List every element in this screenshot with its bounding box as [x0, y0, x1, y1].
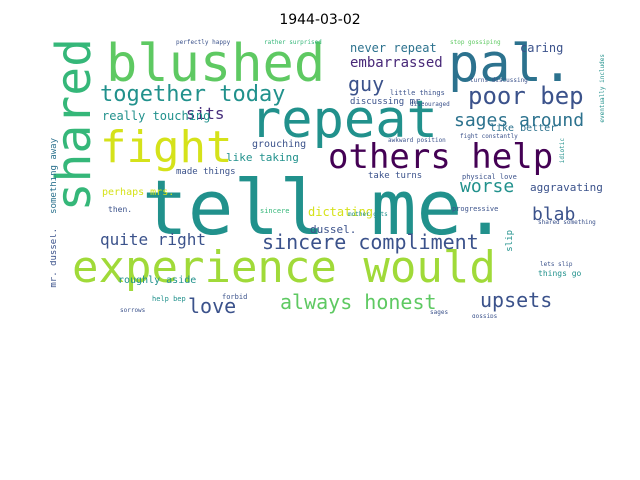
cloud-word: sincere	[260, 207, 290, 215]
cloud-word: perhaps mrs.	[102, 187, 175, 198]
cloud-word: love	[188, 294, 237, 318]
cloud-word: eventually includes	[599, 54, 606, 123]
cloud-word: never repeat	[350, 41, 437, 55]
cloud-word: mr. dussel.	[50, 228, 59, 288]
cloud-word: tell me.	[142, 163, 509, 252]
chart-title: 1944-03-02	[279, 12, 361, 28]
cloud-word: take turns	[368, 171, 423, 181]
cloud-word: awkward position	[388, 137, 446, 144]
word-cloud: tell me. experience would blushed repeat pal…	[50, 38, 610, 318]
cloud-word: shared something	[538, 219, 596, 226]
cloud-word: dictating	[308, 205, 374, 219]
cloud-word: perfectly happy	[176, 39, 231, 46]
cloud-word: embarrassed	[350, 55, 443, 71]
cloud-word: idiotic	[559, 138, 566, 164]
cloud-word: guy	[348, 72, 385, 96]
cloud-word: lets slip	[540, 261, 573, 268]
cloud-word: sages around	[454, 110, 585, 131]
cloud-word: sits	[186, 104, 225, 123]
cloud-word: help bep	[152, 295, 186, 303]
cloud-word: gossips	[472, 313, 498, 319]
cloud-word: grouching	[252, 139, 307, 150]
cloud-word: caring	[520, 41, 564, 55]
cloud-word: sincere compliment	[262, 230, 479, 254]
cloud-word: physical love	[462, 173, 517, 181]
cloud-word: quite right	[100, 230, 206, 249]
cloud-word: things go	[538, 269, 582, 278]
cloud-word: others help	[328, 137, 554, 177]
cloud-word: little things	[390, 89, 445, 97]
cloud-word: roughly aside	[118, 275, 197, 286]
cloud-word: something away	[50, 138, 59, 214]
cloud-word: sages	[430, 309, 449, 316]
cloud-word: like taking	[226, 151, 299, 164]
cloud-word: dussel.	[310, 223, 357, 236]
cloud-word: upsets	[480, 288, 553, 312]
cloud-word: fight	[100, 122, 233, 173]
cloud-word: discouraged	[410, 101, 450, 108]
cloud-word: blab	[532, 204, 576, 225]
cloud-word: worse	[460, 176, 515, 197]
cloud-word: then.	[108, 205, 133, 214]
cloud-word: sorrows	[120, 307, 146, 314]
cloud-word: repeat	[250, 90, 438, 150]
cloud-word: rather surprised	[264, 39, 322, 46]
cloud-word: forbid	[222, 293, 248, 301]
cloud-word: experience would	[72, 242, 496, 293]
cloud-word: aggravating	[530, 181, 603, 194]
cloud-word: fight constantly	[460, 133, 518, 140]
cloud-word: always honest	[280, 290, 437, 314]
cloud-word: made things	[176, 167, 236, 177]
cloud-word: really touching	[102, 109, 211, 123]
cloud-word: mother gets	[348, 211, 388, 218]
cloud-word: progressive	[452, 205, 499, 213]
cloud-word: pal.	[448, 38, 574, 94]
cloud-word: like better	[490, 123, 557, 134]
cloud-word: poor bep	[468, 82, 584, 110]
cloud-word: blushed	[106, 38, 326, 94]
cloud-word: turns discussing	[470, 77, 528, 84]
cloud-word: slip	[505, 230, 515, 252]
cloud-word: discussing mr.	[350, 97, 426, 107]
cloud-word: stop gossiping	[450, 39, 501, 46]
cloud-word: together today	[100, 82, 286, 107]
